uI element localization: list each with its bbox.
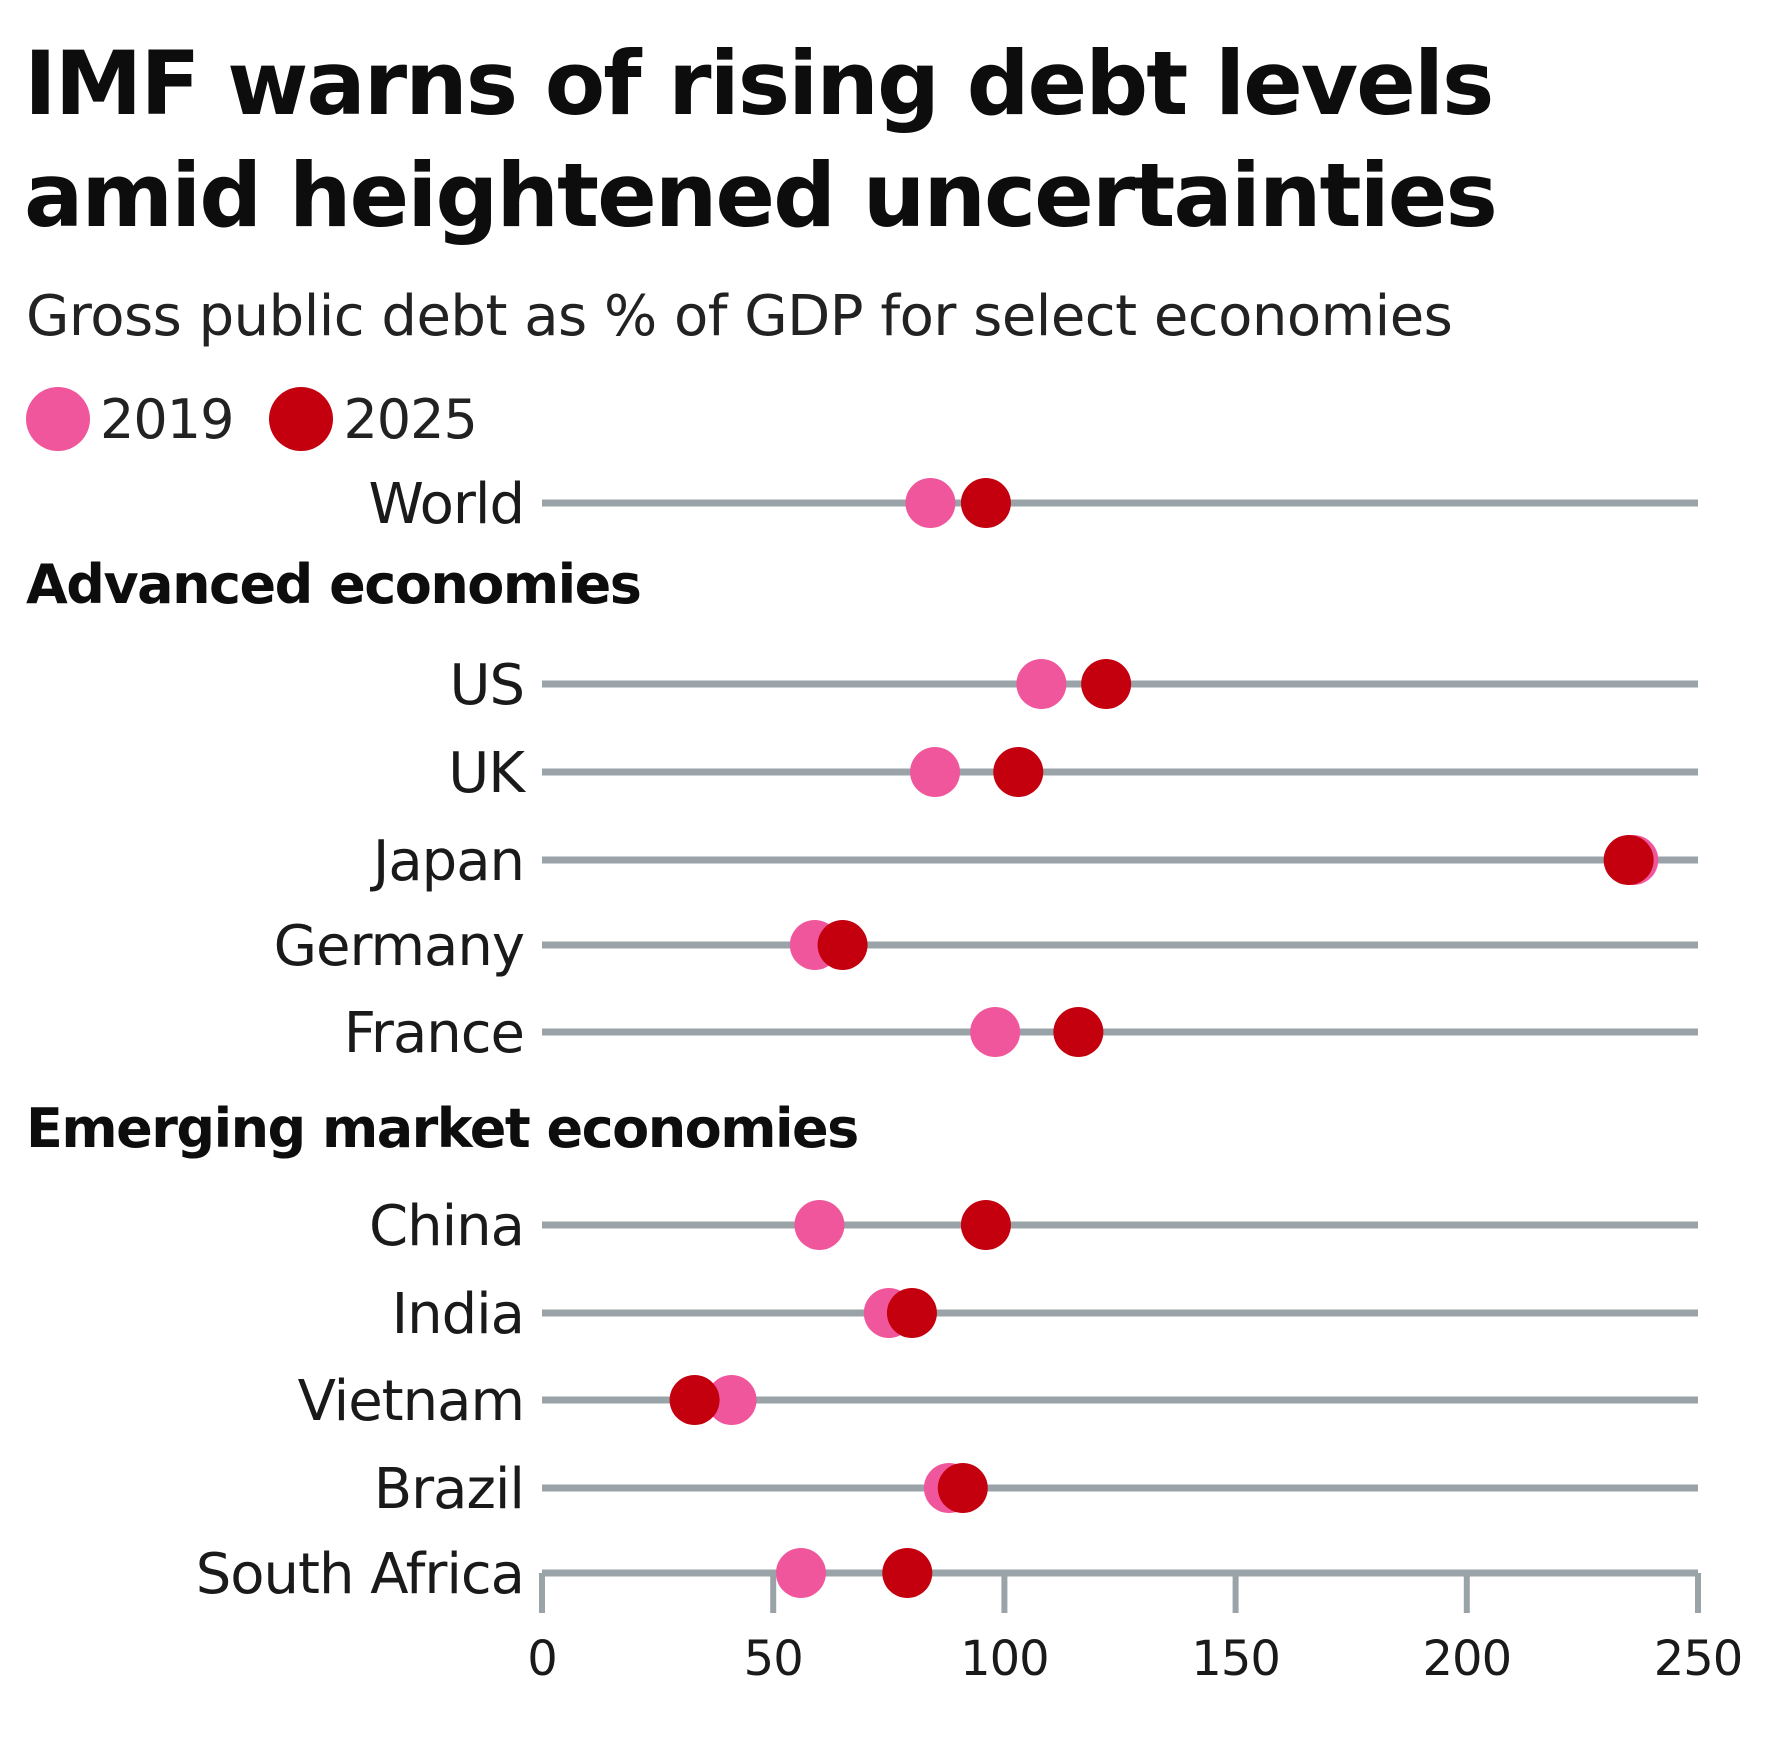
dot-uk-2025 xyxy=(993,747,1044,797)
dot-world-2025 xyxy=(960,478,1011,528)
legend-swatch-2019 xyxy=(26,387,90,451)
row-label-japan: Japan xyxy=(370,829,524,894)
dot-japan-2025 xyxy=(1603,835,1654,885)
legend-label-2019: 2019 xyxy=(100,387,234,451)
dot-vietnam-2019 xyxy=(706,1375,757,1425)
dot-brazil-2025 xyxy=(937,1463,988,1513)
row-label-uk: UK xyxy=(448,741,526,806)
dot-china-2019 xyxy=(794,1200,845,1250)
dot-china-2025 xyxy=(960,1200,1011,1250)
dot-world-2019 xyxy=(905,478,956,528)
row-label-germany: Germany xyxy=(274,914,524,979)
x-tick-label-50: 50 xyxy=(744,1631,803,1687)
row-label-india: India xyxy=(392,1282,524,1347)
group-label-emerging-market-economies: Emerging market economies xyxy=(26,1097,858,1160)
legend-item-2019: 2019 xyxy=(26,387,234,451)
chart-subtitle: Gross public debt as % of GDP for select… xyxy=(26,284,1453,349)
dot-germany-2025 xyxy=(817,920,868,970)
row-label-vietnam: Vietnam xyxy=(298,1369,524,1434)
row-label-china: China xyxy=(369,1194,524,1259)
row-label-us: US xyxy=(449,653,524,718)
dot-south-africa-2019 xyxy=(775,1548,826,1598)
legend-swatch-2025 xyxy=(269,387,334,451)
x-tick-label-200: 200 xyxy=(1422,1631,1511,1687)
dot-france-2025 xyxy=(1053,1007,1104,1057)
x-tick-label-0: 0 xyxy=(527,1631,557,1687)
dot-us-2019 xyxy=(1016,659,1067,709)
row-label-world: World xyxy=(369,472,524,537)
row-label-south-africa: South Africa xyxy=(196,1542,524,1607)
dot-vietnam-2025 xyxy=(669,1375,720,1425)
legend: 2019 2025 xyxy=(26,384,513,454)
legend-item-2025: 2025 xyxy=(269,387,478,451)
row-label-brazil: Brazil xyxy=(374,1457,524,1522)
dot-us-2025 xyxy=(1081,659,1132,709)
x-tick-label-150: 150 xyxy=(1191,1631,1280,1687)
dot-france-2019 xyxy=(970,1007,1021,1057)
group-label-advanced-economies: Advanced economies xyxy=(26,553,640,616)
dot-india-2025 xyxy=(886,1288,937,1338)
x-tick-label-100: 100 xyxy=(960,1631,1049,1687)
x-tick-label-250: 250 xyxy=(1654,1631,1743,1687)
legend-label-2025: 2025 xyxy=(343,387,477,451)
dot-uk-2019 xyxy=(910,747,961,797)
row-label-france: France xyxy=(344,1001,524,1066)
dot-south-africa-2025 xyxy=(882,1548,933,1598)
chart-title: IMF warns of rising debt levels amid hei… xyxy=(24,32,1498,247)
